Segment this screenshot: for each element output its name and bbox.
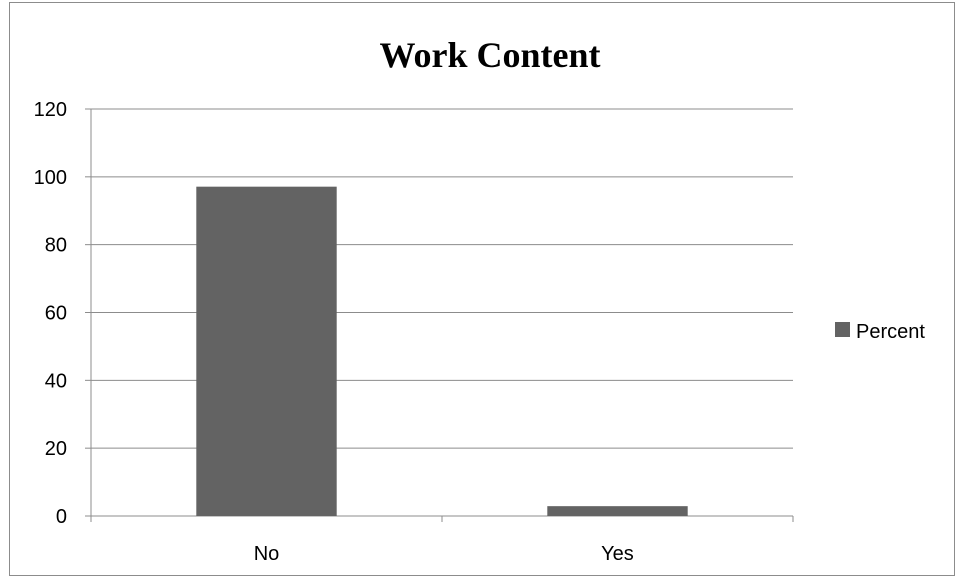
x-axis-ticks: No Yes: [254, 543, 634, 565]
y-tick-label-40: 40: [45, 370, 67, 392]
legend-label-percent: Percent: [856, 321, 925, 343]
y-tick-label-0: 0: [56, 506, 67, 528]
x-tick-label-no: No: [254, 543, 280, 565]
y-tick-label-20: 20: [45, 438, 67, 460]
bar-yes: [547, 506, 688, 516]
y-tick-label-80: 80: [45, 235, 67, 257]
legend-swatch-percent: [835, 322, 850, 337]
y-tick-label-120: 120: [34, 99, 67, 121]
y-tick-label-100: 100: [34, 167, 67, 189]
y-axis-ticks: 0 20 40 60 80 100 120: [34, 99, 67, 528]
axes: [85, 108, 794, 522]
bar-no: [196, 186, 337, 516]
bars: [196, 186, 688, 516]
chart-title: Work Content: [379, 35, 600, 75]
y-tick-label-60: 60: [45, 303, 67, 325]
legend: Percent: [835, 321, 925, 343]
chart-frame: [9, 2, 955, 576]
x-tick-label-yes: Yes: [601, 543, 634, 565]
